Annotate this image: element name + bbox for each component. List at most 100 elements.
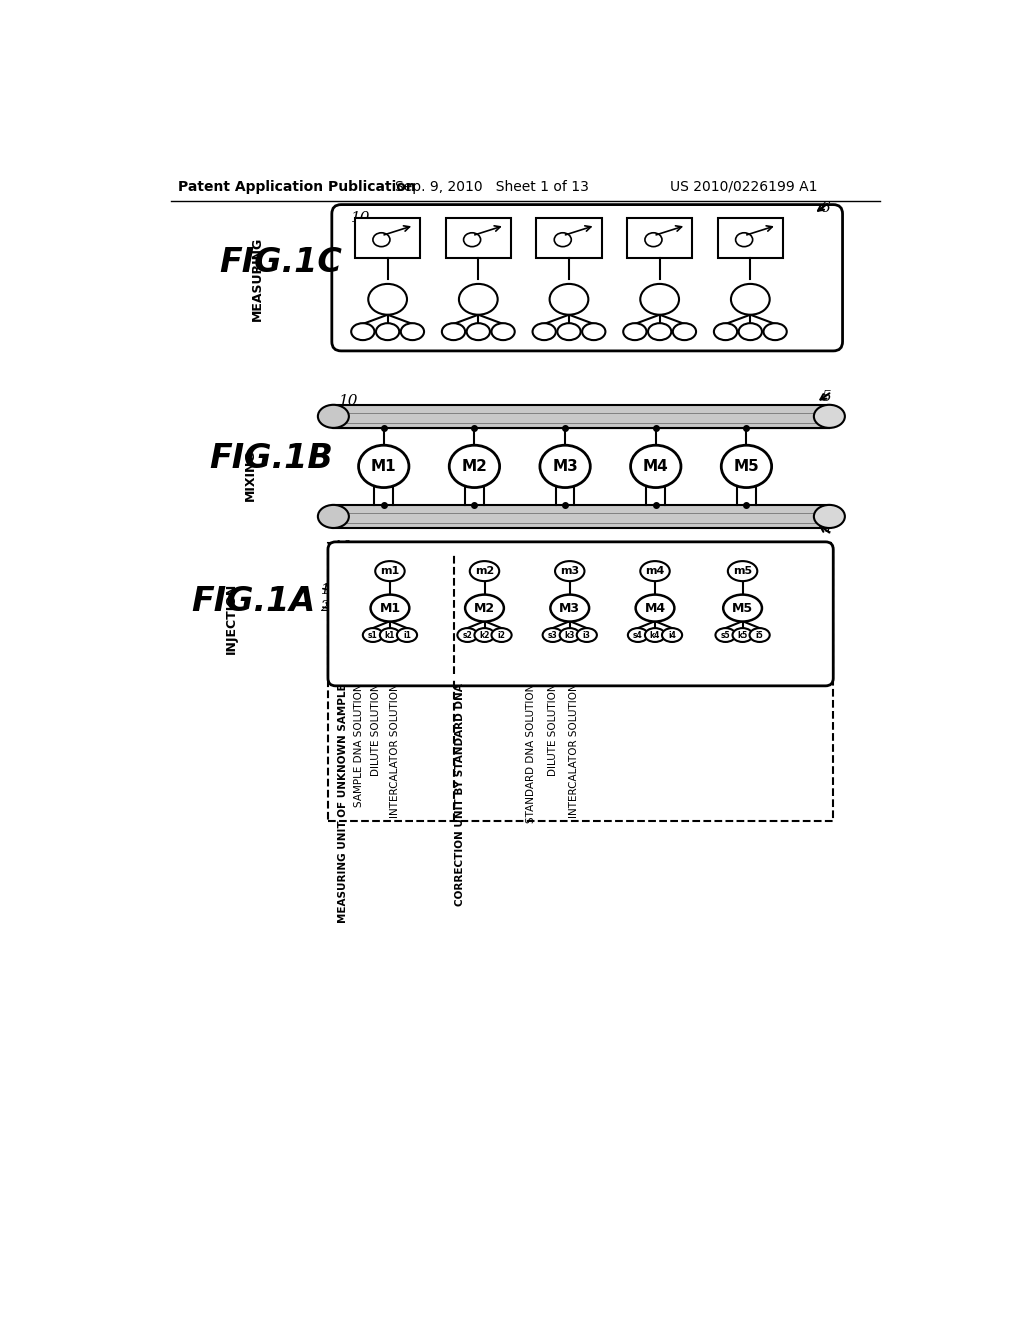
Text: s1: s1: [368, 631, 378, 639]
Ellipse shape: [577, 628, 597, 642]
Ellipse shape: [814, 506, 845, 528]
Text: k3: k3: [564, 631, 574, 639]
Text: 2: 2: [321, 601, 329, 614]
Text: FIG.1B: FIG.1B: [209, 442, 333, 475]
Ellipse shape: [814, 405, 845, 428]
Text: 10: 10: [339, 393, 358, 408]
Bar: [537, 218, 601, 257]
Ellipse shape: [317, 405, 349, 428]
Ellipse shape: [640, 561, 670, 581]
Text: 5: 5: [821, 391, 831, 404]
Ellipse shape: [716, 628, 735, 642]
Text: 1: 1: [321, 582, 329, 597]
Text: s3: s3: [548, 631, 558, 639]
Text: STANDARD DNA SOLUTION: STANDARD DNA SOLUTION: [526, 684, 536, 822]
Text: DILUTE SOLUTION: DILUTE SOLUTION: [371, 684, 381, 776]
Text: 10: 10: [351, 211, 371, 224]
Text: FIG.1C: FIG.1C: [219, 246, 342, 279]
Text: k5: k5: [737, 631, 748, 639]
Text: s2: s2: [463, 631, 472, 639]
Ellipse shape: [764, 323, 786, 341]
Ellipse shape: [640, 284, 679, 314]
Ellipse shape: [459, 284, 498, 314]
Text: M3: M3: [552, 459, 578, 474]
Ellipse shape: [376, 323, 399, 341]
Text: M1: M1: [379, 602, 400, 615]
Ellipse shape: [738, 323, 762, 341]
Ellipse shape: [375, 561, 404, 581]
Text: 10: 10: [334, 540, 353, 554]
Ellipse shape: [380, 628, 400, 642]
Text: k1: k1: [385, 631, 395, 639]
Ellipse shape: [358, 445, 409, 487]
Ellipse shape: [560, 628, 580, 642]
Bar: [334, 405, 829, 428]
Text: DILUTE SOLUTION: DILUTE SOLUTION: [548, 684, 558, 776]
Text: i2: i2: [498, 631, 506, 639]
Ellipse shape: [583, 323, 605, 341]
Bar: [355, 218, 420, 257]
FancyBboxPatch shape: [332, 205, 843, 351]
Bar: [334, 504, 829, 528]
Text: i4: i4: [668, 631, 676, 639]
FancyBboxPatch shape: [328, 543, 834, 686]
Text: 4: 4: [821, 521, 831, 535]
Text: i5: i5: [756, 631, 764, 639]
Ellipse shape: [474, 628, 495, 642]
Ellipse shape: [662, 628, 682, 642]
Text: CORRECTION UNIT BY STANDARD DNA: CORRECTION UNIT BY STANDARD DNA: [455, 684, 465, 907]
Ellipse shape: [369, 284, 407, 314]
Text: M2: M2: [462, 459, 487, 474]
Ellipse shape: [467, 323, 489, 341]
Text: M5: M5: [733, 459, 760, 474]
Ellipse shape: [731, 284, 770, 314]
Text: M1: M1: [371, 459, 396, 474]
Ellipse shape: [465, 594, 504, 622]
Text: m4: m4: [645, 566, 665, 576]
Text: m3: m3: [560, 566, 580, 576]
Ellipse shape: [450, 445, 500, 487]
Text: k4: k4: [650, 631, 660, 639]
Text: M5: M5: [732, 602, 753, 615]
Ellipse shape: [397, 628, 417, 642]
Text: MEASURING: MEASURING: [251, 238, 263, 321]
Text: FIG.1A: FIG.1A: [191, 585, 315, 618]
Ellipse shape: [555, 561, 585, 581]
Text: 3: 3: [348, 576, 357, 589]
Bar: [445, 218, 511, 257]
Text: Sep. 9, 2010   Sheet 1 of 13: Sep. 9, 2010 Sheet 1 of 13: [395, 180, 589, 194]
Ellipse shape: [362, 628, 383, 642]
Text: INTERCALATOR SOLUTION: INTERCALATOR SOLUTION: [390, 684, 400, 818]
Ellipse shape: [723, 594, 762, 622]
Ellipse shape: [714, 323, 737, 341]
Ellipse shape: [492, 628, 512, 642]
Ellipse shape: [550, 284, 589, 314]
Ellipse shape: [750, 628, 770, 642]
Text: M2: M2: [474, 602, 495, 615]
Ellipse shape: [645, 628, 665, 642]
Text: M4: M4: [644, 602, 666, 615]
Ellipse shape: [636, 594, 675, 622]
Ellipse shape: [728, 561, 758, 581]
Text: i1: i1: [403, 631, 411, 639]
Text: m1: m1: [380, 566, 399, 576]
Text: m5: m5: [733, 566, 753, 576]
Bar: [627, 218, 692, 257]
Text: i3: i3: [583, 631, 591, 639]
Ellipse shape: [631, 445, 681, 487]
Ellipse shape: [442, 323, 465, 341]
Ellipse shape: [317, 506, 349, 528]
Text: m2: m2: [475, 566, 495, 576]
Text: INJECTION: INJECTION: [225, 583, 238, 655]
Ellipse shape: [673, 323, 696, 341]
Text: MIXING: MIXING: [245, 450, 257, 502]
Ellipse shape: [464, 232, 480, 247]
Text: k2: k2: [479, 631, 489, 639]
Ellipse shape: [557, 323, 581, 341]
Ellipse shape: [550, 594, 589, 622]
Ellipse shape: [735, 232, 753, 247]
Ellipse shape: [351, 323, 375, 341]
Text: s5: s5: [721, 631, 730, 639]
Text: US 2010/0226199 A1: US 2010/0226199 A1: [671, 180, 818, 194]
Ellipse shape: [492, 323, 515, 341]
